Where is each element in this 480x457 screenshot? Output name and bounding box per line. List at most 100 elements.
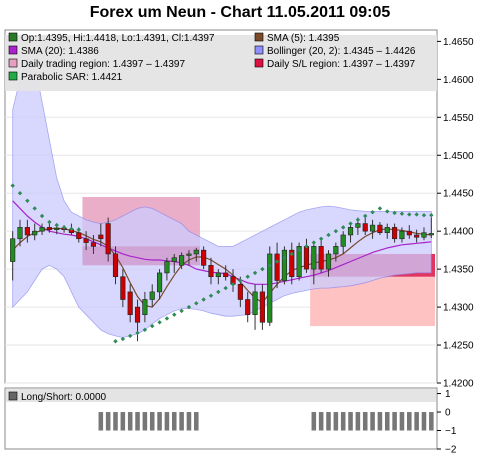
- main-legend: Op:1.4395, Hi:1.4418, Lo:1.4391, Cl:1.43…: [5, 32, 437, 91]
- long-short-bar-1-47: [355, 412, 361, 431]
- candle-body-6: [54, 227, 60, 230]
- candle-body-23: [179, 255, 185, 266]
- legend-swatch-3: [254, 45, 264, 55]
- y-tick-label-9: 1.4650: [443, 37, 474, 48]
- candle-body-28: [215, 272, 221, 278]
- candle-body-21: [164, 261, 170, 274]
- sub-legend-swatch-0: [8, 391, 18, 401]
- sar-point-2: [25, 198, 30, 204]
- long-short-bar-0-14: [113, 412, 118, 431]
- long-short-bar-0-23: [179, 412, 184, 431]
- sar-point-32: [245, 274, 250, 279]
- long-short-bar-0-16: [127, 412, 133, 431]
- candle-body-57: [428, 233, 434, 236]
- sar-point-3: [32, 206, 37, 211]
- sar-point-38: [289, 251, 294, 257]
- candle-body-11: [90, 242, 97, 247]
- long-short-bar-1-54: [407, 412, 412, 431]
- y-tick-label-6: 1.4500: [443, 151, 474, 162]
- long-short-bar-1-41: [311, 412, 317, 431]
- candle-body-51: [384, 227, 390, 233]
- long-short-bar-1-53: [399, 412, 405, 431]
- candle-body-42: [318, 246, 324, 270]
- legend-swatch-2: [8, 45, 18, 55]
- candle-body-52: [392, 227, 398, 240]
- long-short-bar-0-20: [157, 412, 162, 431]
- sar-point-56: [421, 213, 427, 218]
- sar-point-5: [47, 219, 52, 225]
- sar-point-21: [164, 316, 170, 321]
- legend-swatch-0: [8, 32, 18, 42]
- long-short-bar-1-48: [362, 412, 368, 431]
- candle-body-1: [17, 227, 23, 240]
- candle-body-33: [252, 291, 258, 315]
- candle-body-17: [134, 306, 141, 323]
- long-short-panel: Long/Short: 0.0000 1 0 −1 −2: [4, 387, 457, 456]
- chart-title: Forex um Neun - Chart 11.05.2011 09:05: [89, 4, 391, 21]
- y-tick-label-8: 1.4600: [443, 75, 474, 86]
- sar-point-7: [61, 225, 67, 230]
- sar-point-1: [17, 191, 23, 196]
- long-short-bar-0-13: [105, 412, 111, 431]
- legend-swatch-4: [8, 58, 18, 68]
- sar-point-22: [172, 312, 177, 317]
- sar-point-46: [348, 221, 353, 226]
- sar-point-16: [127, 333, 133, 339]
- sma20-line: [12, 200, 432, 285]
- sar-point-28: [216, 289, 221, 295]
- candle-body-22: [171, 257, 177, 262]
- sar-point-27: [208, 293, 214, 298]
- candle-body-32: [245, 299, 251, 315]
- candle-body-34: [259, 291, 265, 323]
- sar-point-31: [238, 278, 243, 283]
- long-short-bar-0-21: [164, 412, 170, 431]
- sar-point-9: [76, 227, 81, 232]
- sar-point-29: [223, 285, 228, 291]
- sar-point-4: [39, 213, 45, 219]
- sar-point-57: [429, 213, 434, 218]
- long-short-bar-1-45: [340, 412, 346, 431]
- sar-point-39: [296, 247, 302, 253]
- y-tick-label-1: 1.4250: [443, 341, 474, 352]
- sar-point-35: [267, 263, 272, 268]
- sar-point-42: [318, 236, 324, 241]
- sar-point-17: [135, 330, 140, 336]
- candle-body-13: [105, 223, 111, 255]
- y-tick-label-4: 1.4400: [443, 227, 474, 238]
- long-short-bar-1-56: [421, 412, 427, 431]
- sar-point-40: [304, 244, 309, 249]
- sar-point-33: [252, 270, 258, 276]
- y-tick-label-7: 1.4550: [443, 113, 474, 124]
- legend-label-6: Parabolic SAR: 1.4421: [21, 72, 123, 83]
- candle-body-26: [201, 249, 207, 266]
- sar-point-18: [142, 327, 148, 333]
- long-short-bar-1-42: [318, 412, 324, 431]
- parabolic-sar-layer: [10, 183, 434, 344]
- candle-body-45: [340, 234, 346, 247]
- sar-point-52: [392, 210, 397, 216]
- long-short-bar-0-15: [120, 412, 126, 431]
- sub-y-tick-label-3: −2: [445, 445, 457, 456]
- candle-body-55: [414, 234, 420, 238]
- sar-point-14: [113, 339, 118, 344]
- legend-label-4: Daily trading region: 1.4397 – 1.4397: [21, 59, 185, 70]
- sar-point-6: [54, 222, 59, 228]
- y-tick-label-3: 1.4350: [443, 265, 474, 276]
- sub-y-tick-label-0: 1: [445, 389, 451, 400]
- candle-body-50: [377, 224, 383, 233]
- candle-body-39: [296, 246, 302, 278]
- sar-point-51: [385, 209, 390, 214]
- long-short-bar-0-19: [149, 412, 155, 431]
- legend-label-5: Daily S/L region: 1.4397 – 1.4397: [267, 59, 416, 70]
- legend-swatch-5: [254, 58, 264, 68]
- sar-point-37: [282, 255, 287, 260]
- sar-point-15: [120, 336, 126, 342]
- sar-point-48: [363, 213, 368, 219]
- sar-point-47: [355, 217, 361, 222]
- candle-body-31: [237, 284, 243, 300]
- main-y-axis: 1.4200 1.4250 1.4300 1.4350 1.4400 1.4450 1.45…: [437, 37, 474, 390]
- candle-body-56: [421, 232, 427, 238]
- sar-point-53: [399, 211, 405, 216]
- legend-label-3: Bollinger (20, 2): 1.4345 – 1.4426: [267, 46, 416, 57]
- long-short-bar-0-22: [171, 412, 177, 431]
